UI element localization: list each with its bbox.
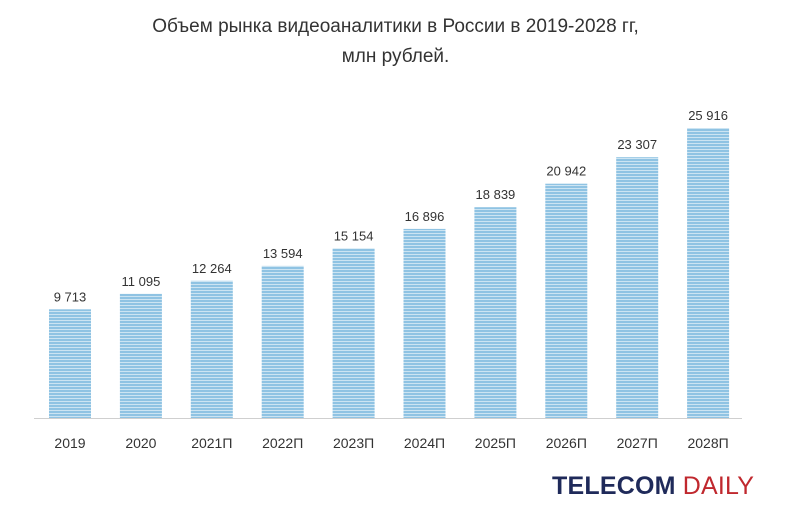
value-label-2028П: 25 916 [688,108,728,123]
bars-group [49,128,730,418]
category-label-2025П: 2025П [475,435,516,451]
chart-title-block: Объем рынка видеоаналитики в России в 20… [0,12,791,72]
telecom-daily-logo: TELECOM DAILY [552,472,754,501]
bar-2024П [403,228,446,418]
logo-part-telecom: TELECOM [552,472,676,500]
value-label-2020: 11 095 [122,274,161,289]
category-label-2022П: 2022П [262,435,303,451]
category-label-2020: 2020 [125,435,156,451]
chart-subtitle: млн рублей. [341,46,450,67]
category-label-2024П: 2024П [404,435,445,451]
value-label-2022П: 13 594 [263,246,303,261]
logo-part-daily: DAILY [682,472,755,500]
bar-2023П [332,248,375,418]
chart-title: Объем рынка видеоаналитики в России в 20… [152,16,639,37]
bar-2028П [687,128,730,418]
category-label-2028П: 2028П [687,435,728,451]
category-label-2026П: 2026П [546,435,587,451]
value-label-2024П: 16 896 [405,209,445,224]
bar-2021П [190,280,233,418]
value-label-2023П: 15 154 [334,228,374,243]
value-labels-group: 9 713 11 095 12 264 13 594 15 154 16 896 18 83… [54,108,728,304]
value-label-2027П: 23 307 [617,137,657,152]
category-label-2023П: 2023П [333,435,374,451]
value-label-2025П: 18 839 [476,187,516,202]
category-label-2027П: 2027П [617,435,658,451]
bar-2022П [261,265,304,418]
bar-2020 [119,293,162,418]
value-label-2026П: 20 942 [546,164,586,179]
bar-2025П [474,207,517,418]
bar-2026П [545,183,588,418]
value-label-2021П: 12 264 [192,261,232,276]
bar-2027П [616,157,659,418]
category-label-2021П: 2021П [191,435,232,451]
value-label-2019: 9 713 [54,289,87,304]
category-label-2019: 2019 [54,435,85,451]
category-labels-group: 2019 2020 2021П 2022П 2023П 2024П 2025П 2026П 20… [54,435,728,451]
bar-2019 [49,309,91,418]
